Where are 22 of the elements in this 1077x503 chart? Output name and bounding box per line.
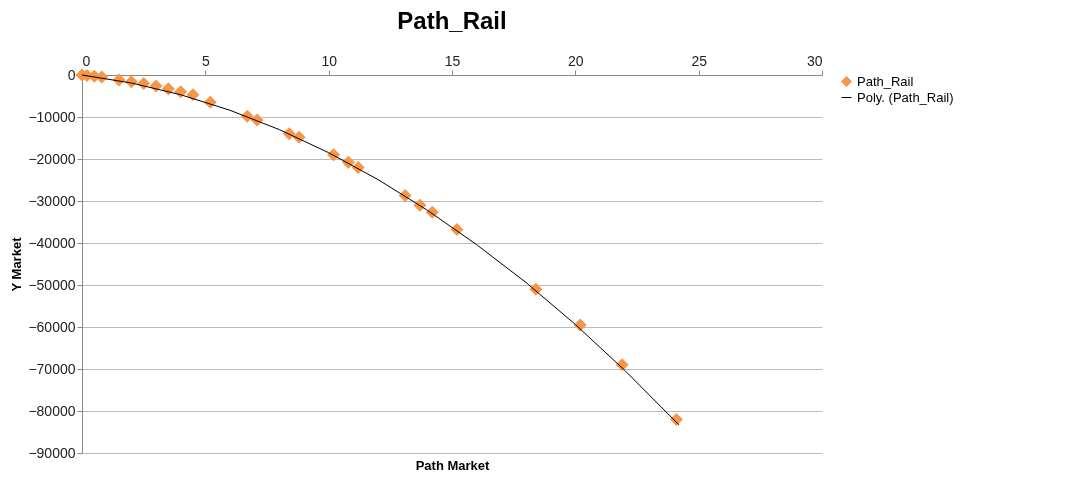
x-tick-label: 10 — [321, 52, 338, 69]
chart-title: Path_Rail — [397, 7, 507, 34]
x-tick-label: 25 — [691, 52, 708, 69]
y-tick-label: −40000 — [28, 234, 76, 251]
y-tick-label: −60000 — [28, 318, 76, 335]
y-tick-label: −90000 — [28, 444, 76, 461]
y-axis-title: Y Market — [9, 236, 25, 292]
y-tick-label: −20000 — [28, 150, 76, 167]
x-tick-label: 20 — [568, 52, 584, 69]
x-tick-label: 30 — [806, 52, 823, 69]
x-tick-label: 15 — [444, 52, 461, 69]
x-tick-label: 0 — [82, 52, 91, 69]
y-tick-label: −70000 — [28, 360, 76, 377]
x-axis-title: Path Market — [415, 457, 491, 473]
x-tick-label: 5 — [201, 52, 210, 69]
y-tick-label: −10000 — [28, 108, 76, 125]
legend-label: Path_Rail — [857, 73, 914, 89]
y-tick-label: −80000 — [28, 402, 76, 419]
legend-label: Poly. (Path_Rail) — [857, 89, 954, 105]
y-tick-label: −50000 — [28, 276, 76, 293]
y-tick-label: −30000 — [28, 192, 76, 209]
y-tick-label: 0 — [67, 66, 76, 83]
